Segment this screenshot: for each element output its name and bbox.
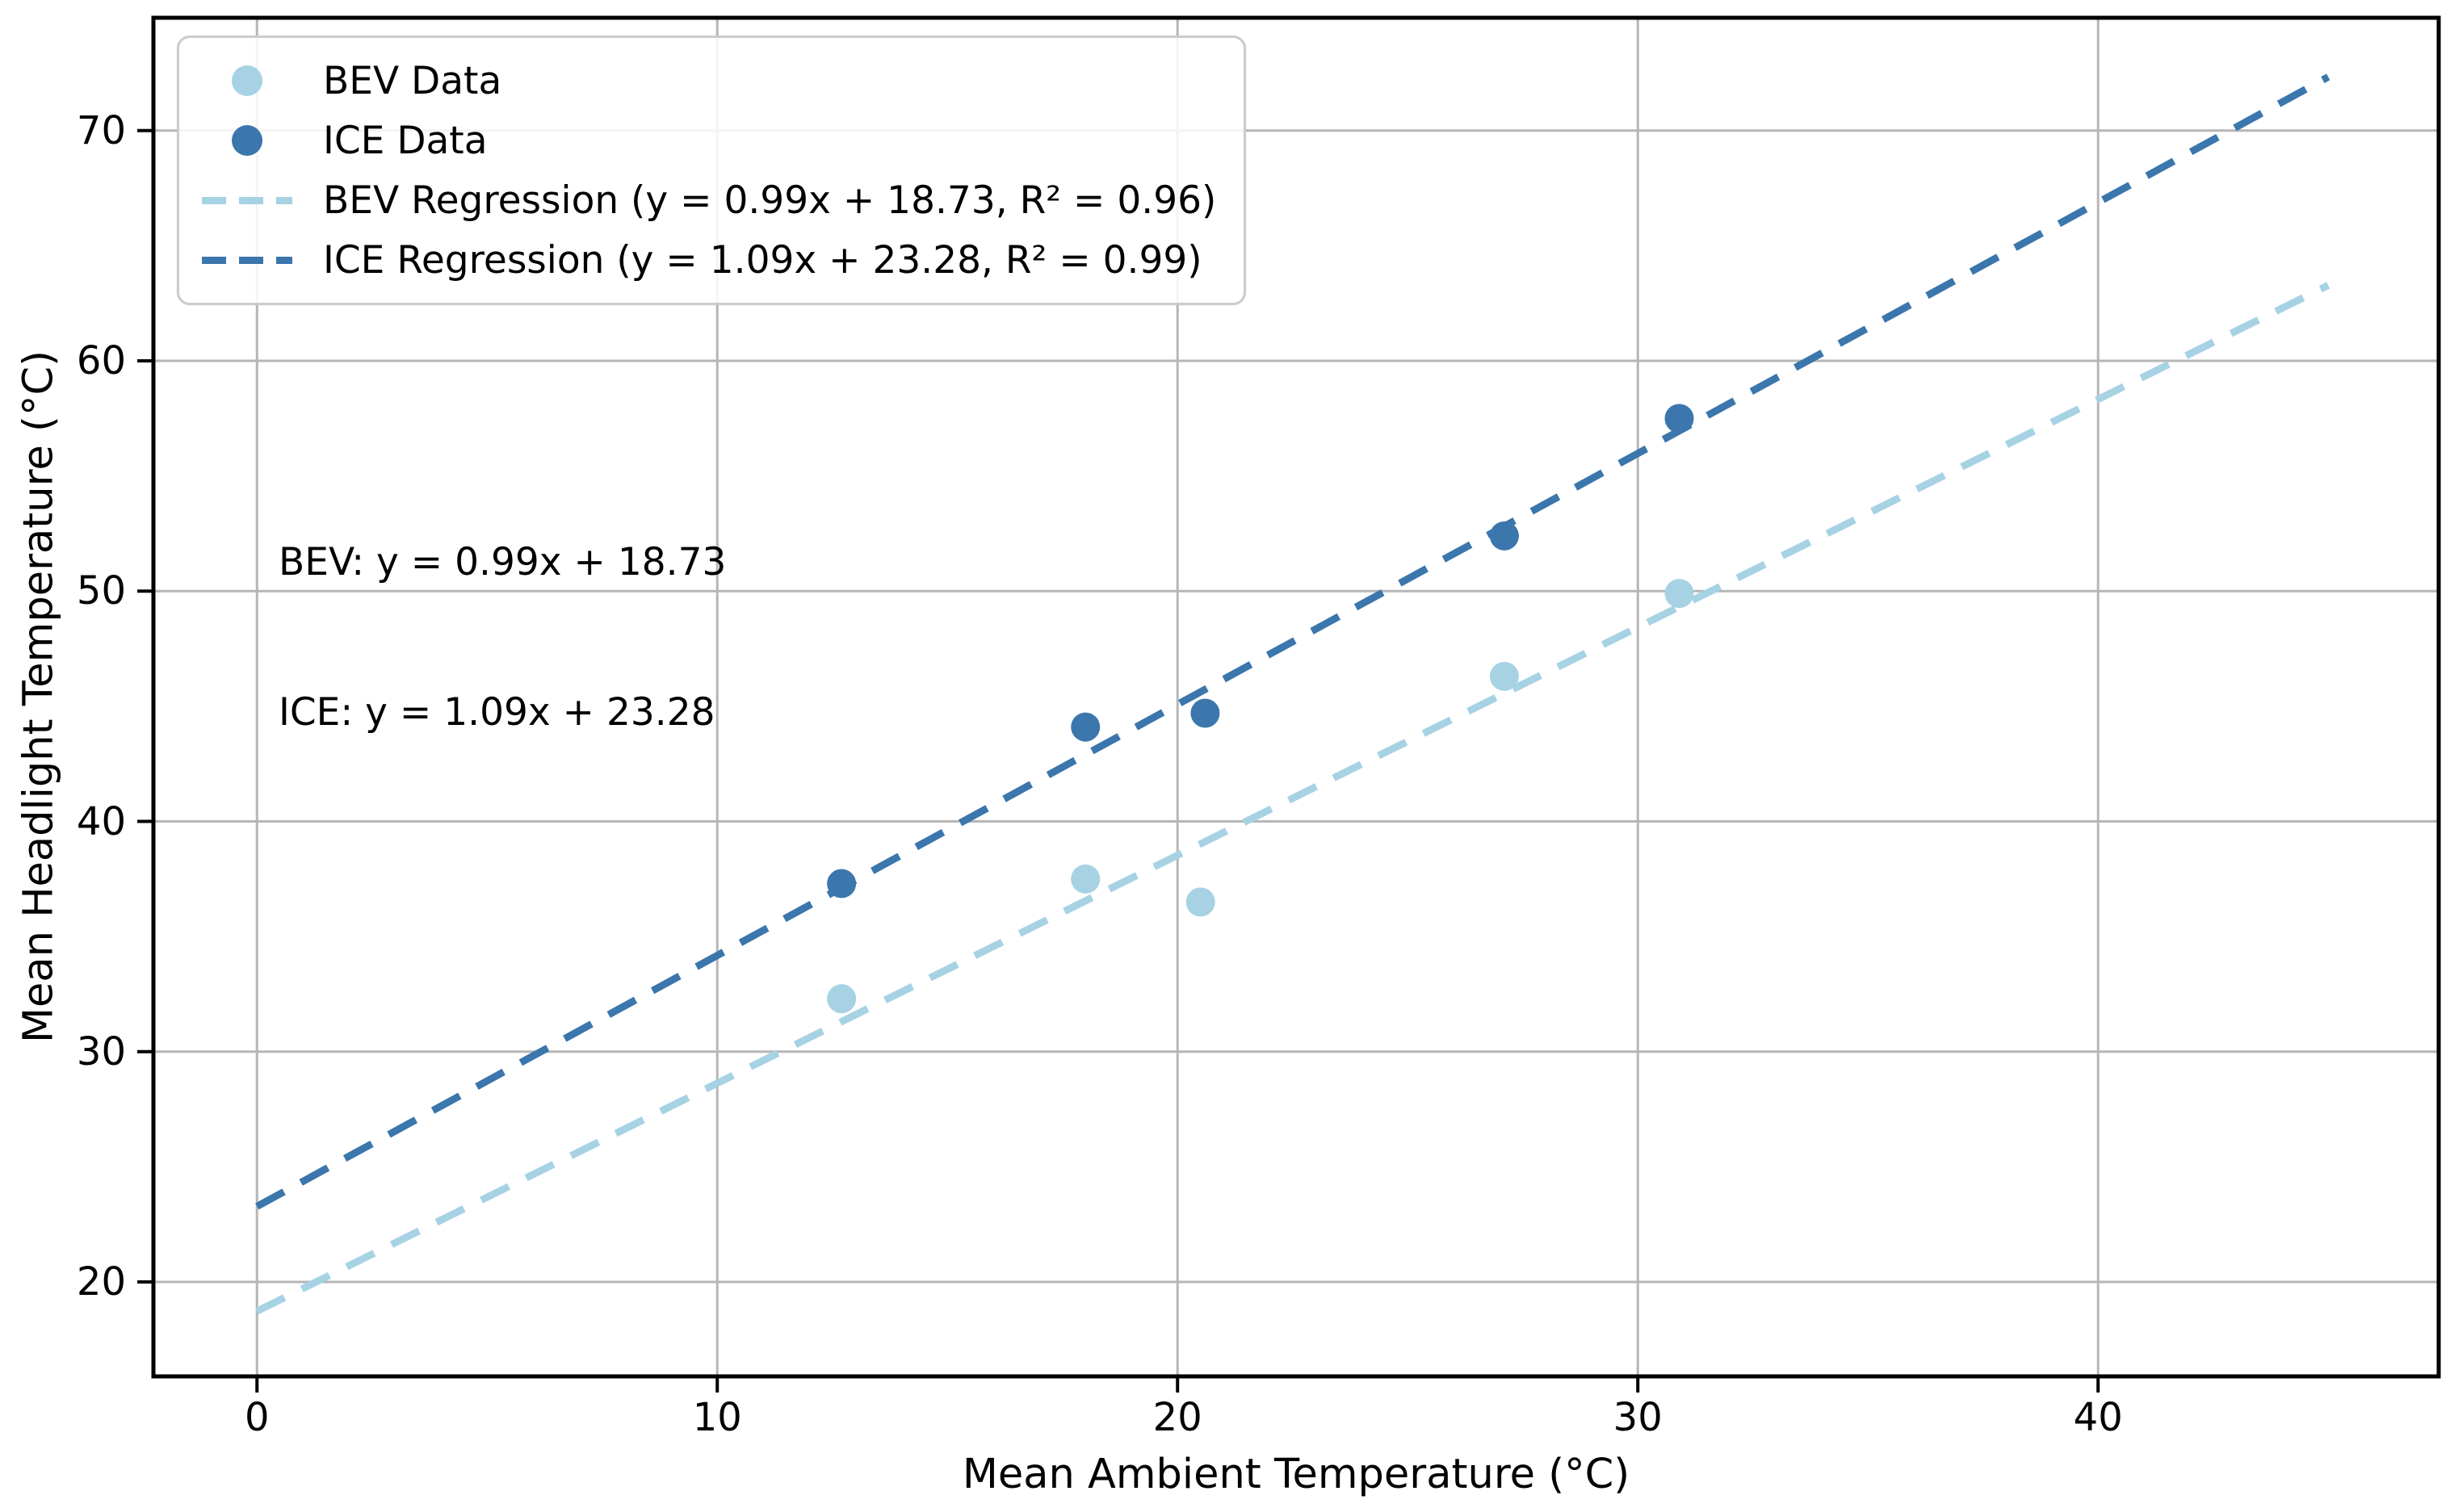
x-tick-label: 0 — [244, 1395, 270, 1440]
x-tick-label: 10 — [692, 1395, 742, 1440]
legend-item-label: BEV Data — [323, 58, 502, 103]
bev-data-points — [827, 579, 1694, 1014]
ice-regression-line — [255, 73, 2330, 1210]
data-points — [827, 404, 1694, 1014]
legend: BEV Data ICE Data BEV Regression (y = 0.… — [177, 36, 1247, 305]
y-axis-label: Mean Headlight Temperature (°C) — [15, 350, 63, 1043]
legend-item-ice-regression: ICE Regression (y = 1.09x + 23.28, R² = … — [192, 237, 1216, 283]
x-tick-label: 40 — [2073, 1395, 2123, 1440]
ice-dashed-line-swatch — [192, 256, 302, 264]
legend-item-bev-data: BEV Data — [192, 57, 1216, 104]
y-tick-label: 60 — [76, 338, 126, 384]
legend-item-label: BEV Regression (y = 0.99x + 18.73, R² = … — [323, 178, 1217, 223]
regression-lines — [255, 73, 2330, 1315]
bev-equation-text: BEV: y = 0.99x + 18.73 — [279, 540, 727, 584]
x-tick-label: 20 — [1152, 1395, 1202, 1440]
x-axis-label: Mean Ambient Temperature (°C) — [962, 1451, 1630, 1498]
bev-regression-line — [255, 282, 2330, 1315]
y-tick-label: 30 — [76, 1028, 126, 1074]
legend-item-ice-data: ICE Data — [192, 117, 1216, 164]
axis-tick-marks — [137, 128, 2100, 1393]
bev-marker-swatch — [192, 65, 302, 96]
y-tick-label: 40 — [76, 798, 126, 844]
regression-equations-annotation: BEV: y = 0.99x + 18.73 ICE: y = 1.09x + … — [279, 438, 726, 838]
y-tick-label: 50 — [76, 568, 126, 614]
ice-data-points — [827, 404, 1694, 898]
legend-item-label: ICE Regression (y = 1.09x + 23.28, R² = … — [323, 237, 1202, 283]
x-tick-label: 30 — [1613, 1395, 1663, 1440]
ice-equation-text: ICE: y = 1.09x + 23.28 — [279, 690, 715, 735]
y-tick-label: 70 — [76, 107, 126, 153]
ice-marker-swatch — [192, 125, 302, 156]
y-tick-label: 20 — [76, 1259, 126, 1305]
axes-spines — [151, 15, 2441, 1379]
legend-item-label: ICE Data — [323, 118, 488, 163]
bev-dashed-line-swatch — [192, 196, 302, 204]
legend-item-bev-regression: BEV Regression (y = 0.99x + 18.73, R² = … — [192, 177, 1216, 224]
